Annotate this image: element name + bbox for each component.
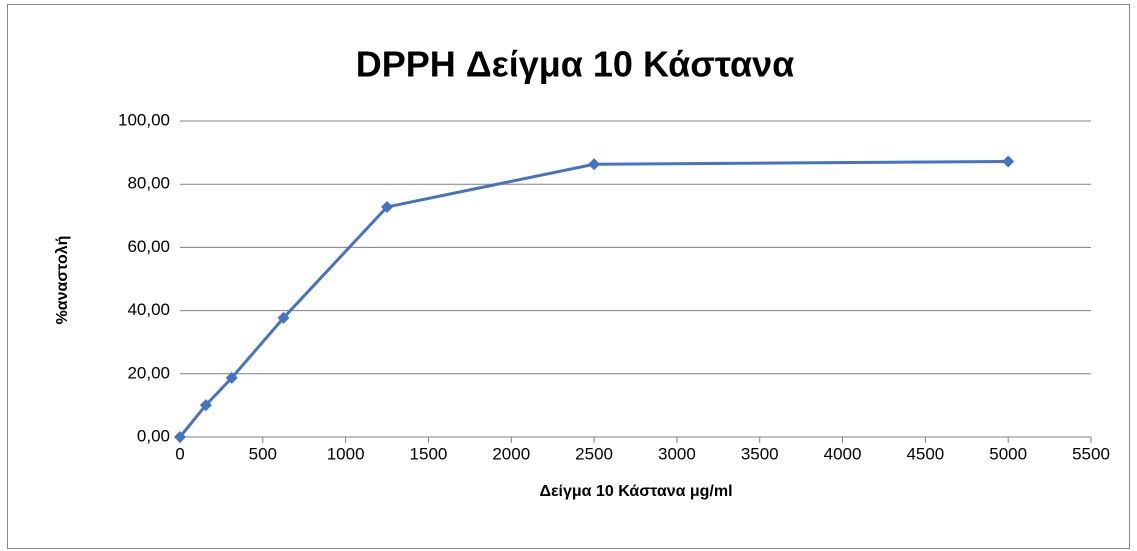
x-tick-label: 1000 bbox=[327, 444, 365, 463]
x-tick-label: 3500 bbox=[741, 444, 779, 463]
y-tick-label: 40,00 bbox=[127, 300, 170, 319]
data-point bbox=[588, 158, 601, 171]
x-tick-label: 2500 bbox=[575, 444, 613, 463]
x-tick-label: 1500 bbox=[410, 444, 448, 463]
y-axis-title: %αναστολή bbox=[54, 236, 71, 325]
y-tick-label: 80,00 bbox=[127, 174, 170, 193]
y-tick-label: 60,00 bbox=[127, 237, 170, 256]
x-tick-label: 500 bbox=[249, 444, 277, 463]
chart-title: DPPH Δείγμα 10 Κάστανα bbox=[356, 44, 795, 85]
y-tick-label: 0,00 bbox=[137, 426, 170, 445]
data-point bbox=[199, 399, 212, 412]
data-point bbox=[225, 371, 238, 384]
data-point bbox=[277, 311, 290, 324]
x-tick-label: 3000 bbox=[658, 444, 696, 463]
y-tick-label: 100,00 bbox=[118, 110, 170, 129]
chart-border bbox=[7, 4, 1130, 549]
y-tick-label: 20,00 bbox=[127, 363, 170, 382]
x-tick-label: 5500 bbox=[1072, 444, 1110, 463]
x-tick-label: 2000 bbox=[492, 444, 530, 463]
data-point bbox=[174, 431, 186, 443]
data-point bbox=[381, 200, 394, 213]
x-tick-label: 4500 bbox=[906, 444, 944, 463]
x-tick-label: 4000 bbox=[824, 444, 862, 463]
x-axis-title: Δείγμα 10 Κάστανα μg/ml bbox=[539, 483, 732, 500]
data-point bbox=[1002, 155, 1015, 168]
x-tick-label: 5000 bbox=[989, 444, 1027, 463]
x-tick-label: 0 bbox=[175, 444, 184, 463]
